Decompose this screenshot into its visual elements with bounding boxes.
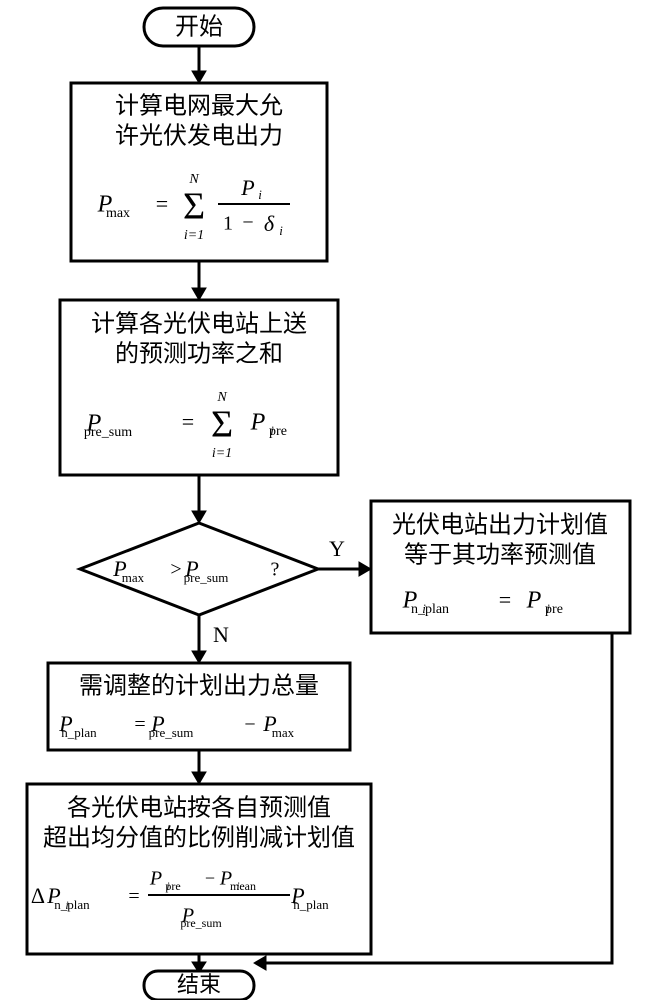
svg-text:i: i: [279, 223, 283, 238]
svg-text:max: max: [272, 725, 295, 740]
svg-text:Δ: Δ: [31, 883, 45, 908]
svg-text:pre_sum: pre_sum: [184, 570, 229, 585]
svg-text:max: max: [106, 206, 130, 221]
svg-text:i=1: i=1: [212, 446, 232, 461]
edge-decision-no: N: [192, 615, 229, 663]
end-node: 结束: [144, 971, 254, 1000]
start-label: 开始: [175, 14, 223, 41]
svg-text:=: =: [499, 587, 511, 612]
edge-start-step1: [192, 46, 206, 83]
yes-title-line2: 等于其功率预测值: [404, 542, 596, 569]
svg-text:pre_sum: pre_sum: [149, 725, 194, 740]
step2-title-line2: 的预测功率之和: [115, 341, 283, 368]
svg-text:pre: pre: [545, 602, 563, 617]
yes-branch-node: 光伏电站出力计划值 等于其功率预测值 P i n_plan = P i pre: [371, 501, 630, 633]
svg-text:pre_sum: pre_sum: [180, 916, 222, 930]
svg-text:i=1: i=1: [184, 228, 204, 243]
svg-text:−: −: [242, 212, 253, 234]
svg-text:N: N: [216, 390, 227, 405]
svg-text:N: N: [188, 172, 199, 187]
svg-text:max: max: [122, 570, 145, 585]
flowchart: 开始 计算电网最大允 许光伏发电出力 P max = Σ i=1 N P i 1: [0, 0, 647, 1000]
svg-text:pre: pre: [269, 424, 287, 439]
step1-node: 计算电网最大允 许光伏发电出力 P max = Σ i=1 N P i 1 − …: [71, 83, 327, 261]
no-label: N: [213, 622, 229, 647]
svg-text:>: >: [170, 559, 181, 581]
svg-text:P: P: [149, 868, 162, 890]
svg-text:pre_sum: pre_sum: [84, 425, 132, 440]
svg-text:−: −: [244, 714, 255, 736]
step3-title: 需调整的计划出力总量: [79, 673, 319, 700]
svg-text:?: ?: [271, 559, 280, 581]
svg-text:n_plan: n_plan: [61, 725, 97, 740]
edge-decision-yes: Y: [318, 536, 371, 576]
svg-text:=: =: [134, 714, 145, 736]
edge-step1-step2: [192, 261, 206, 300]
step2-node: 计算各光伏电站上送 的预测功率之和 P pre_sum = Σ i=1 N P …: [60, 300, 338, 475]
edge-step2-decision: [192, 475, 206, 523]
svg-text:P: P: [250, 410, 266, 436]
step1-title-line1: 计算电网最大允: [115, 93, 283, 120]
svg-text:=: =: [156, 191, 168, 216]
step4-title-line1: 各光伏电站按各自预测值: [67, 795, 331, 822]
svg-text:n_plan: n_plan: [293, 897, 329, 912]
svg-text:P: P: [240, 175, 254, 200]
svg-text:i: i: [258, 187, 262, 202]
yes-title-line1: 光伏电站出力计划值: [392, 512, 608, 539]
step3-node: 需调整的计划出力总量 P n_plan = P pre_sum − P max: [48, 663, 350, 750]
svg-text:P: P: [526, 588, 542, 614]
step4-node: 各光伏电站按各自预测值 超出均分值的比例削减计划值 Δ P i n_plan =…: [27, 784, 371, 954]
svg-text:mean: mean: [230, 879, 256, 893]
decision-node: P max > P pre_sum ?: [80, 523, 318, 615]
end-label: 结束: [177, 972, 221, 997]
svg-text:n_plan: n_plan: [411, 602, 449, 617]
svg-text:Σ: Σ: [211, 404, 233, 446]
yes-label: Y: [329, 536, 345, 561]
svg-text:pre: pre: [165, 879, 180, 893]
edge-step3-step4: [192, 750, 206, 784]
svg-text:=: =: [128, 886, 139, 908]
step4-title-line2: 超出均分值的比例削减计划值: [43, 825, 355, 852]
svg-text:1: 1: [223, 213, 233, 235]
start-node: 开始: [144, 8, 254, 46]
svg-text:n_plan: n_plan: [54, 897, 90, 912]
svg-text:δ: δ: [264, 211, 275, 236]
step1-title-line2: 许光伏发电出力: [115, 123, 283, 150]
svg-text:Σ: Σ: [183, 186, 205, 228]
svg-text:=: =: [182, 409, 194, 434]
step2-title-line1: 计算各光伏电站上送: [91, 311, 307, 338]
svg-text:−: −: [205, 868, 215, 888]
